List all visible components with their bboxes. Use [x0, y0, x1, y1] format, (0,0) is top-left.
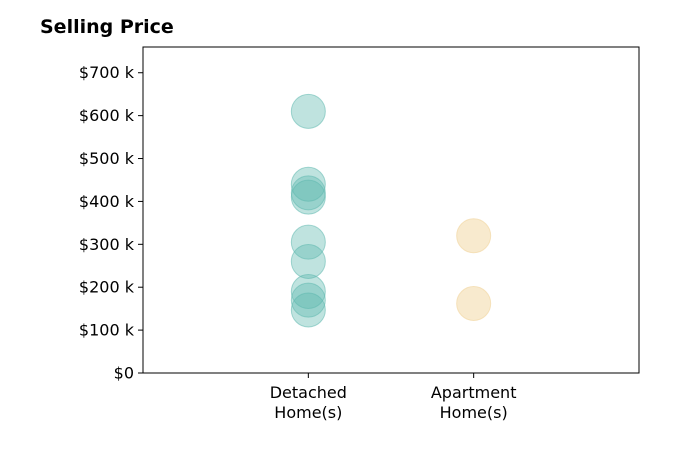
data-point — [290, 274, 326, 309]
data-points — [290, 93, 492, 328]
y-tick-label: $400 k — [79, 192, 135, 211]
y-tick-label: $0 — [114, 364, 134, 383]
x-tick-label: Detached Home(s) — [270, 383, 347, 422]
y-tick-label: $100 k — [79, 321, 135, 340]
plot-frame — [142, 46, 640, 374]
data-point — [290, 292, 326, 328]
data-point — [456, 286, 492, 322]
data-point — [290, 243, 326, 279]
y-tick-label: $600 k — [79, 106, 135, 125]
y-tick-label: $200 k — [79, 278, 135, 297]
data-point — [290, 179, 326, 215]
data-point — [290, 166, 326, 202]
y-tick-label: $700 k — [79, 63, 135, 82]
data-point — [290, 224, 326, 260]
chart-title: Selling Price — [40, 16, 174, 38]
y-tick-label: $500 k — [79, 149, 135, 168]
y-tick-label: $300 k — [79, 235, 135, 254]
x-axis: Detached Home(s) Apartment Home(s) — [270, 373, 517, 422]
x-tick-label: Apartment Home(s) — [431, 383, 517, 422]
y-axis: $0 $100 k $200 k $300 k $400 k $500 k $600 k $7… — [79, 63, 143, 383]
data-point — [290, 282, 326, 318]
data-point — [290, 175, 326, 211]
data-point — [456, 218, 492, 254]
data-point — [290, 93, 326, 129]
